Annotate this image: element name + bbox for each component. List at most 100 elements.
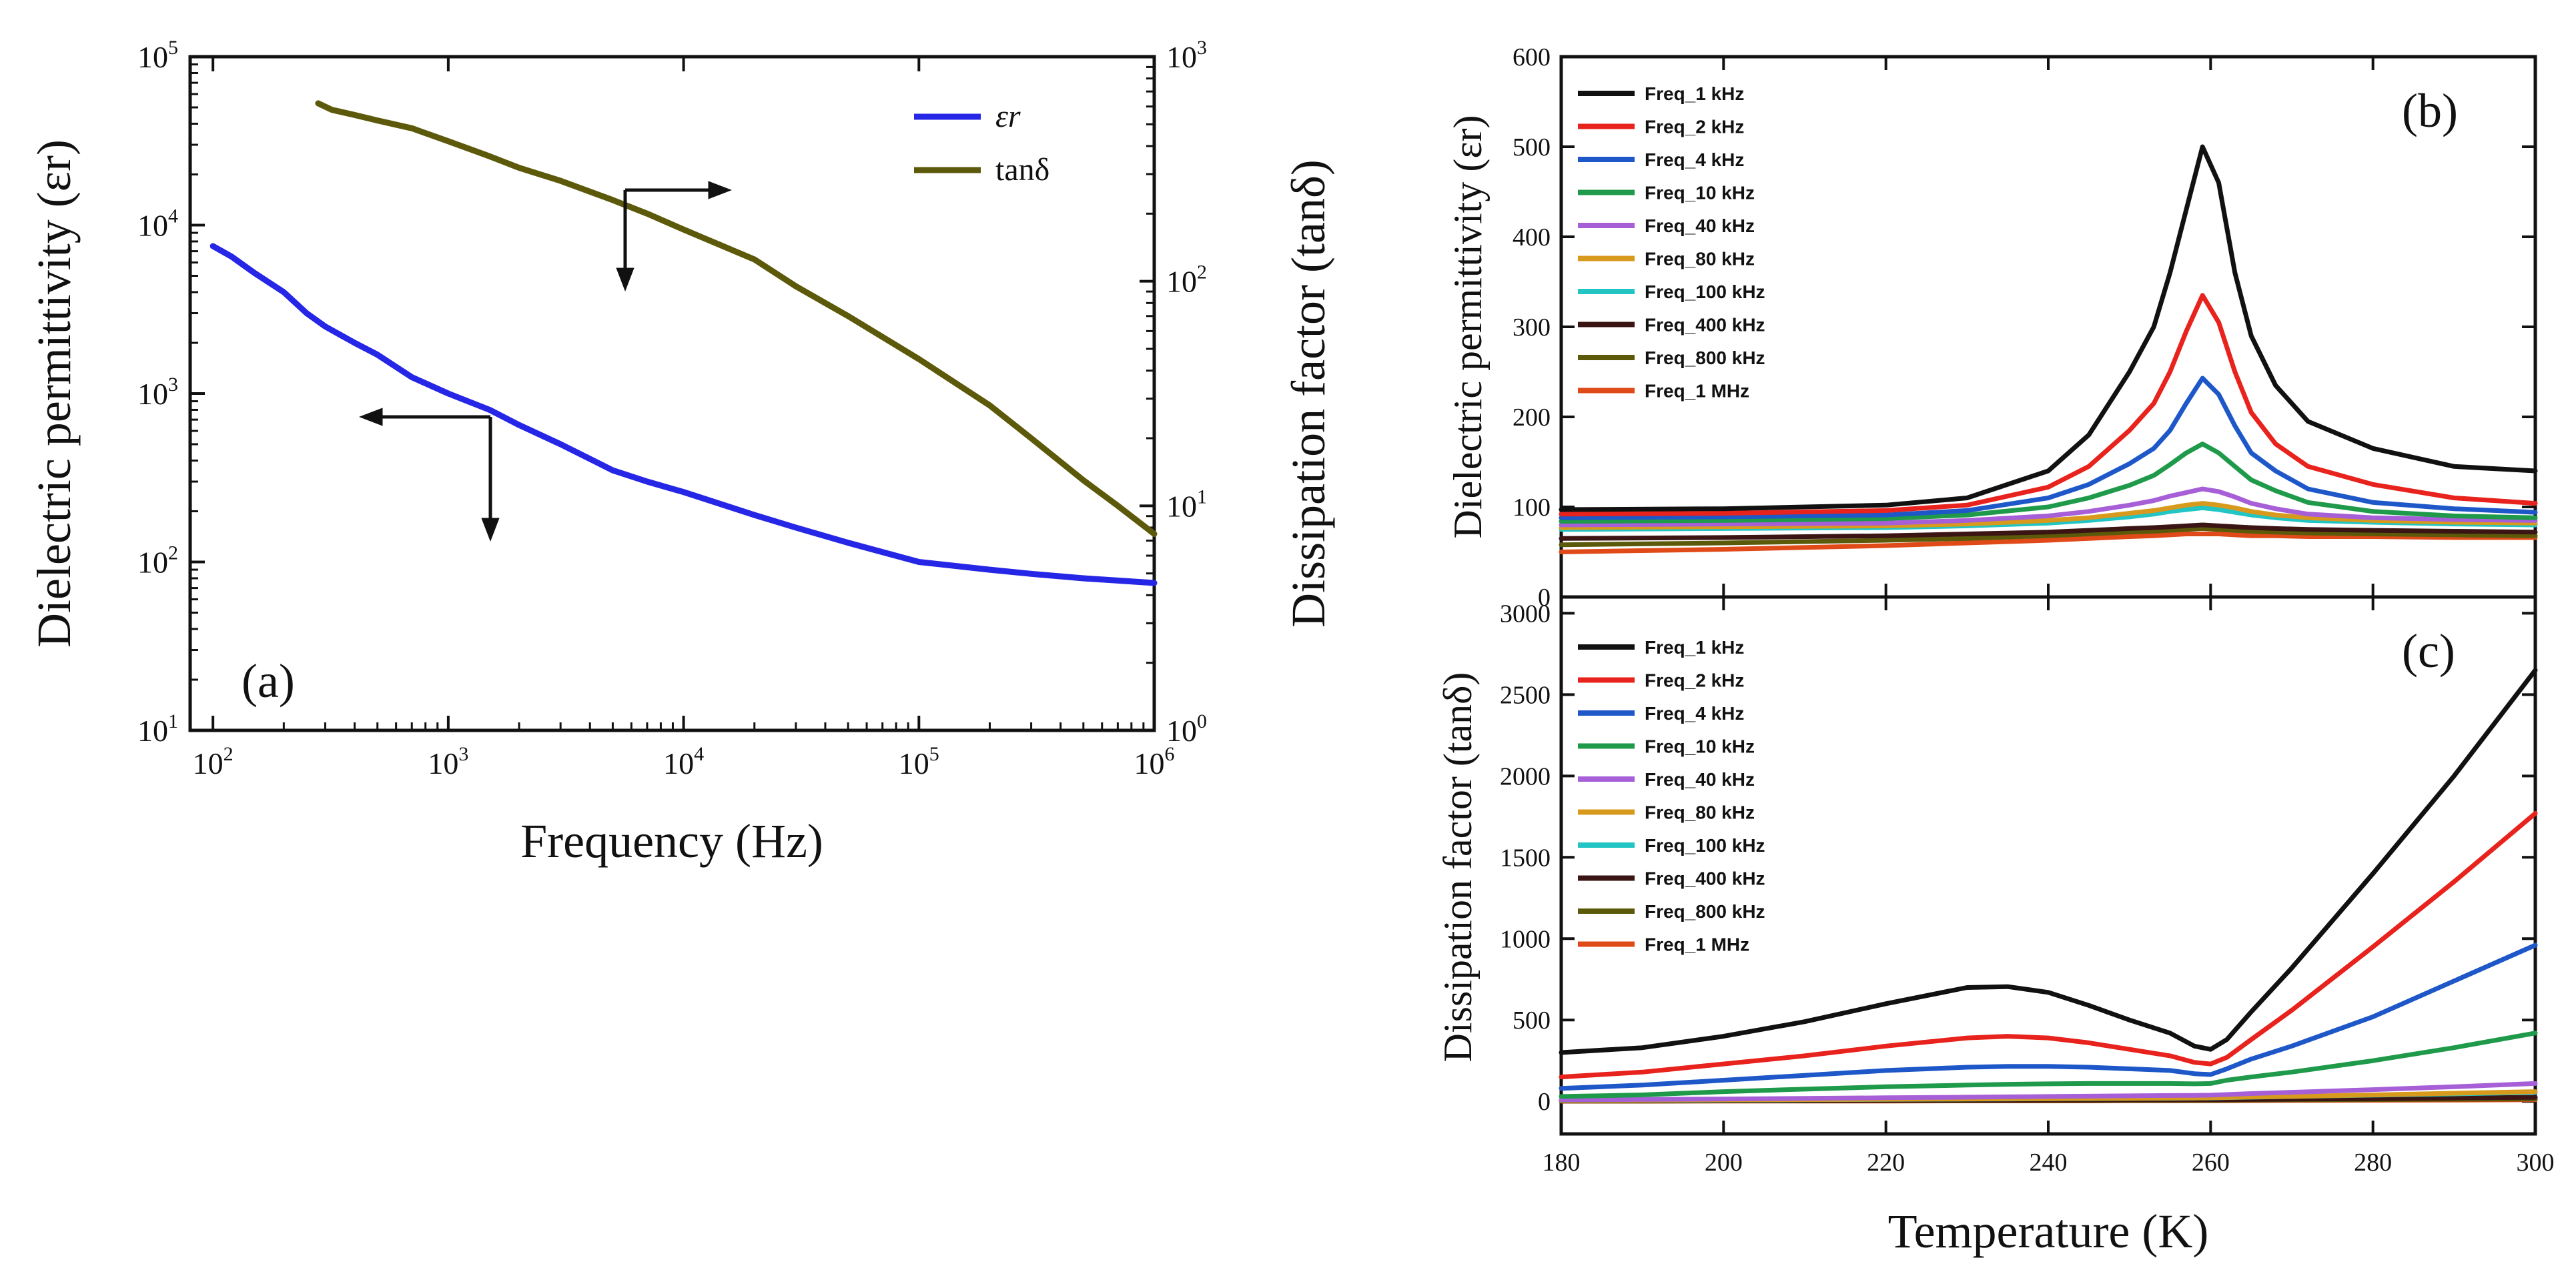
panel-a-x-tick-label: 106	[1134, 743, 1175, 780]
panel-a-y-tick-label-left: 104	[137, 205, 178, 243]
panel-c-x-tick-label: 260	[2192, 1149, 2230, 1177]
panel-c-legend-label: Freq_1 MHz	[1645, 934, 1749, 955]
panel-c-label: (c)	[2402, 624, 2455, 678]
panel-c-x-tick-label: 200	[1705, 1149, 1743, 1177]
panel-c-legend: Freq_1 kHz Freq_2 kHz Freq_4 kHz Freq_10 kH…	[1578, 637, 1765, 955]
panel-c-x-ticks: 180 200 220 240 260 280 300	[1543, 597, 2555, 1177]
panel-a-y-tick-label-left: 103	[137, 374, 178, 411]
panel-b-legend-label: Freq_1 MHz	[1645, 381, 1749, 402]
panel-a-x-tick-label-exponent: 6	[1165, 743, 1175, 765]
panel-c-x-tick-label: 220	[1867, 1149, 1905, 1177]
panel-c-legend-label: Freq_1 kHz	[1645, 637, 1744, 658]
panel-b-series-freq-10-khz	[1559, 442, 2538, 524]
panel-b-series-freq-800-khz	[1559, 526, 2538, 548]
panel-a-y-tick-label-left-exponent: 4	[168, 205, 178, 227]
panel-b-series-freq-400-khz	[1559, 522, 2538, 541]
panel-a-x-tick-label-exponent: 4	[694, 743, 704, 765]
panel-a-series-tand	[315, 100, 1158, 537]
panel-a-y-tick-label-right-base: 10	[1166, 40, 1197, 74]
panel-c: 0 500 1000 1500 2000 2500 3000 180 200 220 240 260…	[1436, 595, 2555, 1258]
panel-b-series-freq-1-mhz	[1559, 532, 2538, 554]
panel-a-x-tick-label: 103	[428, 743, 468, 780]
panel-a-x-tick-label: 105	[899, 743, 939, 780]
panel-b-y-ticks: 0 100 200 300 400 500 600	[1513, 43, 2535, 612]
panel-a-y-tick-label-right-exponent: 2	[1197, 261, 1207, 283]
panel-c-legend-label: Freq_4 kHz	[1645, 703, 1744, 724]
panel-a-x-tick-label-base: 10	[1134, 746, 1165, 780]
panel-c-x-axis-title: Temperature (K)	[1888, 1205, 2209, 1258]
panel-c-y-tick-label: 0	[1538, 1088, 1551, 1116]
panel-a-y-tick-label-left-exponent: 2	[168, 542, 178, 564]
panel-b-legend-label: Freq_4 kHz	[1645, 149, 1744, 170]
panel-a-y-tick-label-right-base: 10	[1166, 714, 1197, 748]
panel-b-series-freq-1-khz	[1559, 144, 2538, 512]
panel-b-legend-label: Freq_400 kHz	[1645, 315, 1765, 336]
panel-a-y-tick-label-left-exponent: 3	[168, 374, 178, 396]
panel-a-x-ticks: 102 103 104 105 106	[193, 57, 1175, 780]
panel-b-legend: Freq_1 kHz Freq_2 kHz Freq_4 kHz Freq_10 kH…	[1578, 83, 1765, 402]
panel-a-y-tick-label-left-exponent: 1	[168, 710, 178, 732]
panel-a-x-tick-label: 102	[193, 743, 234, 780]
panel-c-x-tick-label: 300	[2517, 1149, 2555, 1177]
panel-b-series-freq-40-khz	[1559, 486, 2538, 528]
panel-b-legend-label: Freq_80 kHz	[1645, 249, 1755, 269]
panel-c-x-tick-label: 280	[2354, 1149, 2392, 1177]
panel-a-y-tick-label-left-exponent: 5	[168, 37, 178, 59]
panel-a-y-axis-title-left: Dielectric permittivity (εr)	[27, 139, 81, 648]
panel-b-legend-label: Freq_40 kHz	[1645, 215, 1755, 236]
panel-a-y-tick-label-right: 101	[1166, 486, 1207, 523]
panel-c-legend-label: Freq_800 kHz	[1645, 901, 1765, 922]
panel-c-legend-label: Freq_400 kHz	[1645, 868, 1765, 889]
panel-a-y-tick-label-left-base: 10	[137, 714, 168, 748]
panel-b-label: (b)	[2402, 84, 2458, 137]
panel-b-y-axis-title: Dielectric permittivity (εr)	[1446, 115, 1490, 539]
panel-b-y-tick-label: 0	[1538, 584, 1551, 612]
panel-a-x-axis-title: Frequency (Hz)	[520, 814, 823, 868]
panel-a-y-tick-label-left: 105	[137, 37, 178, 74]
panel-a-y-tick-label-left: 102	[137, 542, 178, 580]
panel-b: 0 100 200 300 400 500 600 Freq_1 kHz Freq_2 kHz…	[1446, 43, 2538, 612]
panel-c-series-freq-2-khz	[1559, 810, 2538, 1080]
arrow-tand-axis	[616, 181, 732, 291]
panel-c-y-tick-label: 500	[1513, 1007, 1551, 1035]
panel-b-y-tick-label: 200	[1513, 404, 1551, 432]
panel-b-y-tick-label: 400	[1513, 223, 1551, 251]
panel-c-y-tick-label: 3000	[1500, 600, 1551, 628]
panel-a-y-tick-label-right-base: 10	[1166, 489, 1197, 523]
panel-a-y-tick-label-right-base: 10	[1166, 265, 1197, 299]
panel-b-legend-label: Freq_2 kHz	[1645, 117, 1744, 137]
legend-label-er: εr	[995, 99, 1021, 134]
panel-b-y-tick-label: 600	[1513, 43, 1551, 71]
panel-c-series-freq-4-khz	[1559, 942, 2538, 1091]
panel-c-legend-label: Freq_80 kHz	[1645, 802, 1755, 823]
panel-b-legend-label: Freq_10 kHz	[1645, 183, 1755, 203]
panel-a-x-tick-label: 104	[663, 743, 704, 780]
panel-a-x-tick-label-base: 10	[663, 746, 694, 780]
panel-b-y-tick-label: 500	[1513, 133, 1551, 161]
panel-c-y-axis-title: Dissipation factor (tanδ)	[1436, 672, 1480, 1063]
panel-c-y-tick-label: 1000	[1500, 925, 1551, 953]
arrow-er-axis	[359, 408, 500, 542]
panel-a-y-tick-label-right-exponent: 0	[1197, 710, 1207, 732]
panel-b-legend-label: Freq_100 kHz	[1645, 281, 1765, 302]
panel-a-y-tick-label-left-base: 10	[137, 209, 168, 243]
panel-b-series-freq-4-khz	[1559, 376, 2538, 520]
panel-c-series	[1559, 668, 2538, 1104]
panel-a-y-tick-label-right-exponent: 1	[1197, 486, 1207, 508]
panel-b-y-tick-label: 300	[1513, 313, 1551, 342]
panel-a-x-tick-label-exponent: 5	[929, 743, 939, 765]
panel-c-y-tick-label: 2500	[1500, 681, 1551, 709]
panel-a-x-tick-label-base: 10	[899, 746, 929, 780]
legend-label-tand: tanδ	[995, 152, 1049, 187]
panel-c-legend-label: Freq_2 kHz	[1645, 670, 1744, 691]
panel-c-series-freq-10-khz	[1559, 1031, 2538, 1099]
panel-c-x-tick-label: 240	[2030, 1149, 2068, 1177]
panel-b-series-freq-2-khz	[1559, 293, 2538, 517]
panel-b-y-tick-label: 100	[1513, 494, 1551, 522]
panel-a-x-tick-label-exponent: 3	[458, 743, 468, 765]
panel-c-x-tick-label: 180	[1543, 1149, 1581, 1177]
